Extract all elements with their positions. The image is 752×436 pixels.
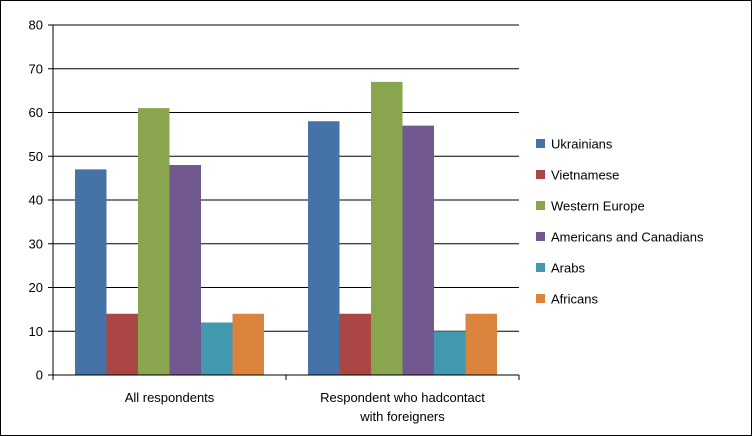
- legend-label: Arabs: [551, 261, 585, 276]
- bar: [75, 169, 107, 375]
- bar: [138, 108, 170, 375]
- bar: [169, 165, 201, 375]
- legend-swatch: [536, 294, 545, 303]
- bar: [371, 81, 403, 375]
- y-tick-label: 70: [29, 61, 43, 76]
- bar: [201, 322, 233, 375]
- legend-label: Vietnamese: [551, 168, 619, 183]
- legend-swatch: [536, 139, 545, 148]
- bar: [308, 121, 340, 375]
- y-tick-label: 40: [29, 193, 43, 208]
- legend-label: Americans and Canadians: [551, 230, 704, 245]
- bar: [402, 125, 434, 375]
- x-category-label: Respondent who hadcontact: [320, 390, 485, 405]
- y-tick-label: 50: [29, 149, 43, 164]
- legend-label: Western Europe: [551, 199, 645, 214]
- bar: [465, 313, 497, 375]
- y-tick-label: 20: [29, 280, 43, 295]
- legend-swatch: [536, 170, 545, 179]
- legend-swatch: [536, 201, 545, 210]
- y-tick-label: 60: [29, 105, 43, 120]
- legend-swatch: [536, 232, 545, 241]
- x-category-label: All respondents: [125, 390, 215, 405]
- y-tick-label: 10: [29, 324, 43, 339]
- bar: [339, 313, 371, 375]
- y-tick-label: 80: [29, 18, 43, 33]
- legend-swatch: [536, 263, 545, 272]
- y-tick-label: 30: [29, 236, 43, 251]
- legend-label: Ukrainians: [551, 137, 613, 152]
- legend-label: Africans: [551, 292, 598, 307]
- bar: [232, 313, 264, 375]
- bar: [434, 331, 466, 375]
- bar: [106, 313, 138, 375]
- y-tick-label: 0: [36, 368, 43, 383]
- x-category-label: with foreigners: [359, 409, 445, 424]
